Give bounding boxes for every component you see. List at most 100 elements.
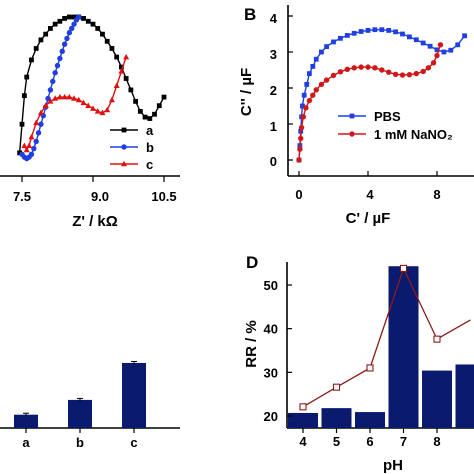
series-c-point xyxy=(26,142,33,148)
series-b-point xyxy=(66,30,73,36)
panel-c-bar-layer: a b c xyxy=(14,360,146,450)
series-point xyxy=(434,47,440,53)
series-c-point xyxy=(108,96,115,103)
series-point xyxy=(434,52,440,59)
series-point xyxy=(413,70,419,77)
series-point xyxy=(351,30,357,36)
series-c-point xyxy=(23,146,30,153)
legend-marker-a xyxy=(121,127,127,133)
legend-marker xyxy=(349,113,355,119)
panel-b-x-tick-label: 8 xyxy=(433,187,440,202)
series-point xyxy=(437,42,444,48)
panel-c-tick-label: a xyxy=(22,435,30,450)
bar-a xyxy=(14,414,38,428)
series-a-point xyxy=(19,121,25,127)
series-a-point xyxy=(147,116,153,121)
series-a-point xyxy=(128,87,134,93)
series-a-point xyxy=(43,31,49,37)
panel-b-y-tick-label: 3 xyxy=(270,47,277,62)
series-c-point xyxy=(42,102,49,108)
series-a-point xyxy=(71,14,77,20)
series-point xyxy=(304,82,310,87)
series-a-point xyxy=(57,18,63,24)
series-b-point xyxy=(35,130,42,136)
panel-a-tick-label: 9.0 xyxy=(91,189,109,204)
series-c-point xyxy=(99,109,106,116)
series-point xyxy=(392,71,399,78)
panel-d-x-tick-label: 5 xyxy=(333,434,340,449)
panel-b-label: B xyxy=(244,5,256,24)
series-c-point xyxy=(47,98,54,104)
panel-d-x-tick-label: 7 xyxy=(400,434,407,449)
series-point xyxy=(318,81,325,88)
series-point xyxy=(448,47,454,53)
series-b-point xyxy=(38,121,44,127)
series-point xyxy=(413,37,419,43)
series-point xyxy=(400,31,405,37)
panel-b-x-tick-label: 0 xyxy=(295,187,302,202)
series-point xyxy=(430,60,437,66)
series-point xyxy=(297,146,303,152)
panel-c-tick-label: c xyxy=(130,435,137,450)
panel-d-x-tick-label: 4 xyxy=(299,434,307,449)
series-point xyxy=(298,124,305,131)
legend-label-a: a xyxy=(146,123,154,138)
series-point xyxy=(301,92,307,98)
series-a-point xyxy=(17,150,23,156)
panel-d-y-tick-label: 40 xyxy=(264,322,278,337)
series-a-point xyxy=(33,46,39,51)
panel-b-x-tick-label: 4 xyxy=(366,187,374,202)
series-point xyxy=(344,66,350,72)
series-c-point xyxy=(75,96,82,103)
series-c-point xyxy=(28,133,35,140)
series-b-point xyxy=(64,35,70,42)
legend-label-c: c xyxy=(146,157,153,172)
series-point xyxy=(386,28,392,33)
series-point xyxy=(313,56,319,62)
series-a-point xyxy=(85,18,91,24)
series-point xyxy=(323,77,330,83)
series-a-point xyxy=(119,64,124,70)
bar xyxy=(388,266,419,428)
series-b-point xyxy=(28,151,35,157)
panel-b-legend: PBS 1 mM NaNO₂ xyxy=(338,109,453,142)
series-a-point xyxy=(62,16,67,21)
bar-c xyxy=(122,362,146,428)
series-b-point xyxy=(50,78,56,85)
series-point xyxy=(296,157,302,163)
series-a-point xyxy=(66,14,72,20)
series-point xyxy=(298,135,304,142)
series-point xyxy=(358,64,364,70)
panel-d-rr-vs-ph-chart: D 4 5 6 7 8 20 30 40 50 RR / % pH xyxy=(243,253,474,474)
series-c-point xyxy=(21,142,28,148)
panel-d-x-axis-label: pH xyxy=(383,457,403,474)
series-c-point xyxy=(52,95,59,101)
bar xyxy=(422,370,452,428)
panel-a-x-axis-label: Z' / kΩ xyxy=(72,213,118,230)
legend-label: 1 mM NaNO₂ xyxy=(374,127,453,142)
series-point xyxy=(365,64,371,70)
series-c-point xyxy=(113,82,120,88)
series-point xyxy=(337,69,344,75)
series-b-point xyxy=(45,95,51,102)
panel-b-y-tick-label: 2 xyxy=(270,83,277,98)
series-point xyxy=(455,42,461,48)
panel-d-x-tick-label: 6 xyxy=(366,434,373,449)
series-b-point xyxy=(31,145,37,152)
series-b-point xyxy=(71,21,77,27)
series-point xyxy=(330,72,337,79)
panel-d-y-axis-label: RR / % xyxy=(243,320,260,368)
series-a-point xyxy=(152,111,157,117)
panel-b-capacitance-plot: B 0 4 8 0 1 2 3 4 C'' / µF C' / µF PBS 1 … xyxy=(238,5,474,227)
series-point xyxy=(358,29,364,34)
rr-trend-point xyxy=(433,335,441,343)
rr-trend-line xyxy=(302,266,471,408)
series-b-point xyxy=(33,138,39,145)
series-point xyxy=(441,49,447,55)
bar xyxy=(355,412,385,428)
series-point xyxy=(300,103,305,109)
series-b-point xyxy=(76,14,82,20)
series-a-line xyxy=(18,16,165,153)
series-c-point xyxy=(37,109,44,116)
series-a-point xyxy=(156,103,162,109)
